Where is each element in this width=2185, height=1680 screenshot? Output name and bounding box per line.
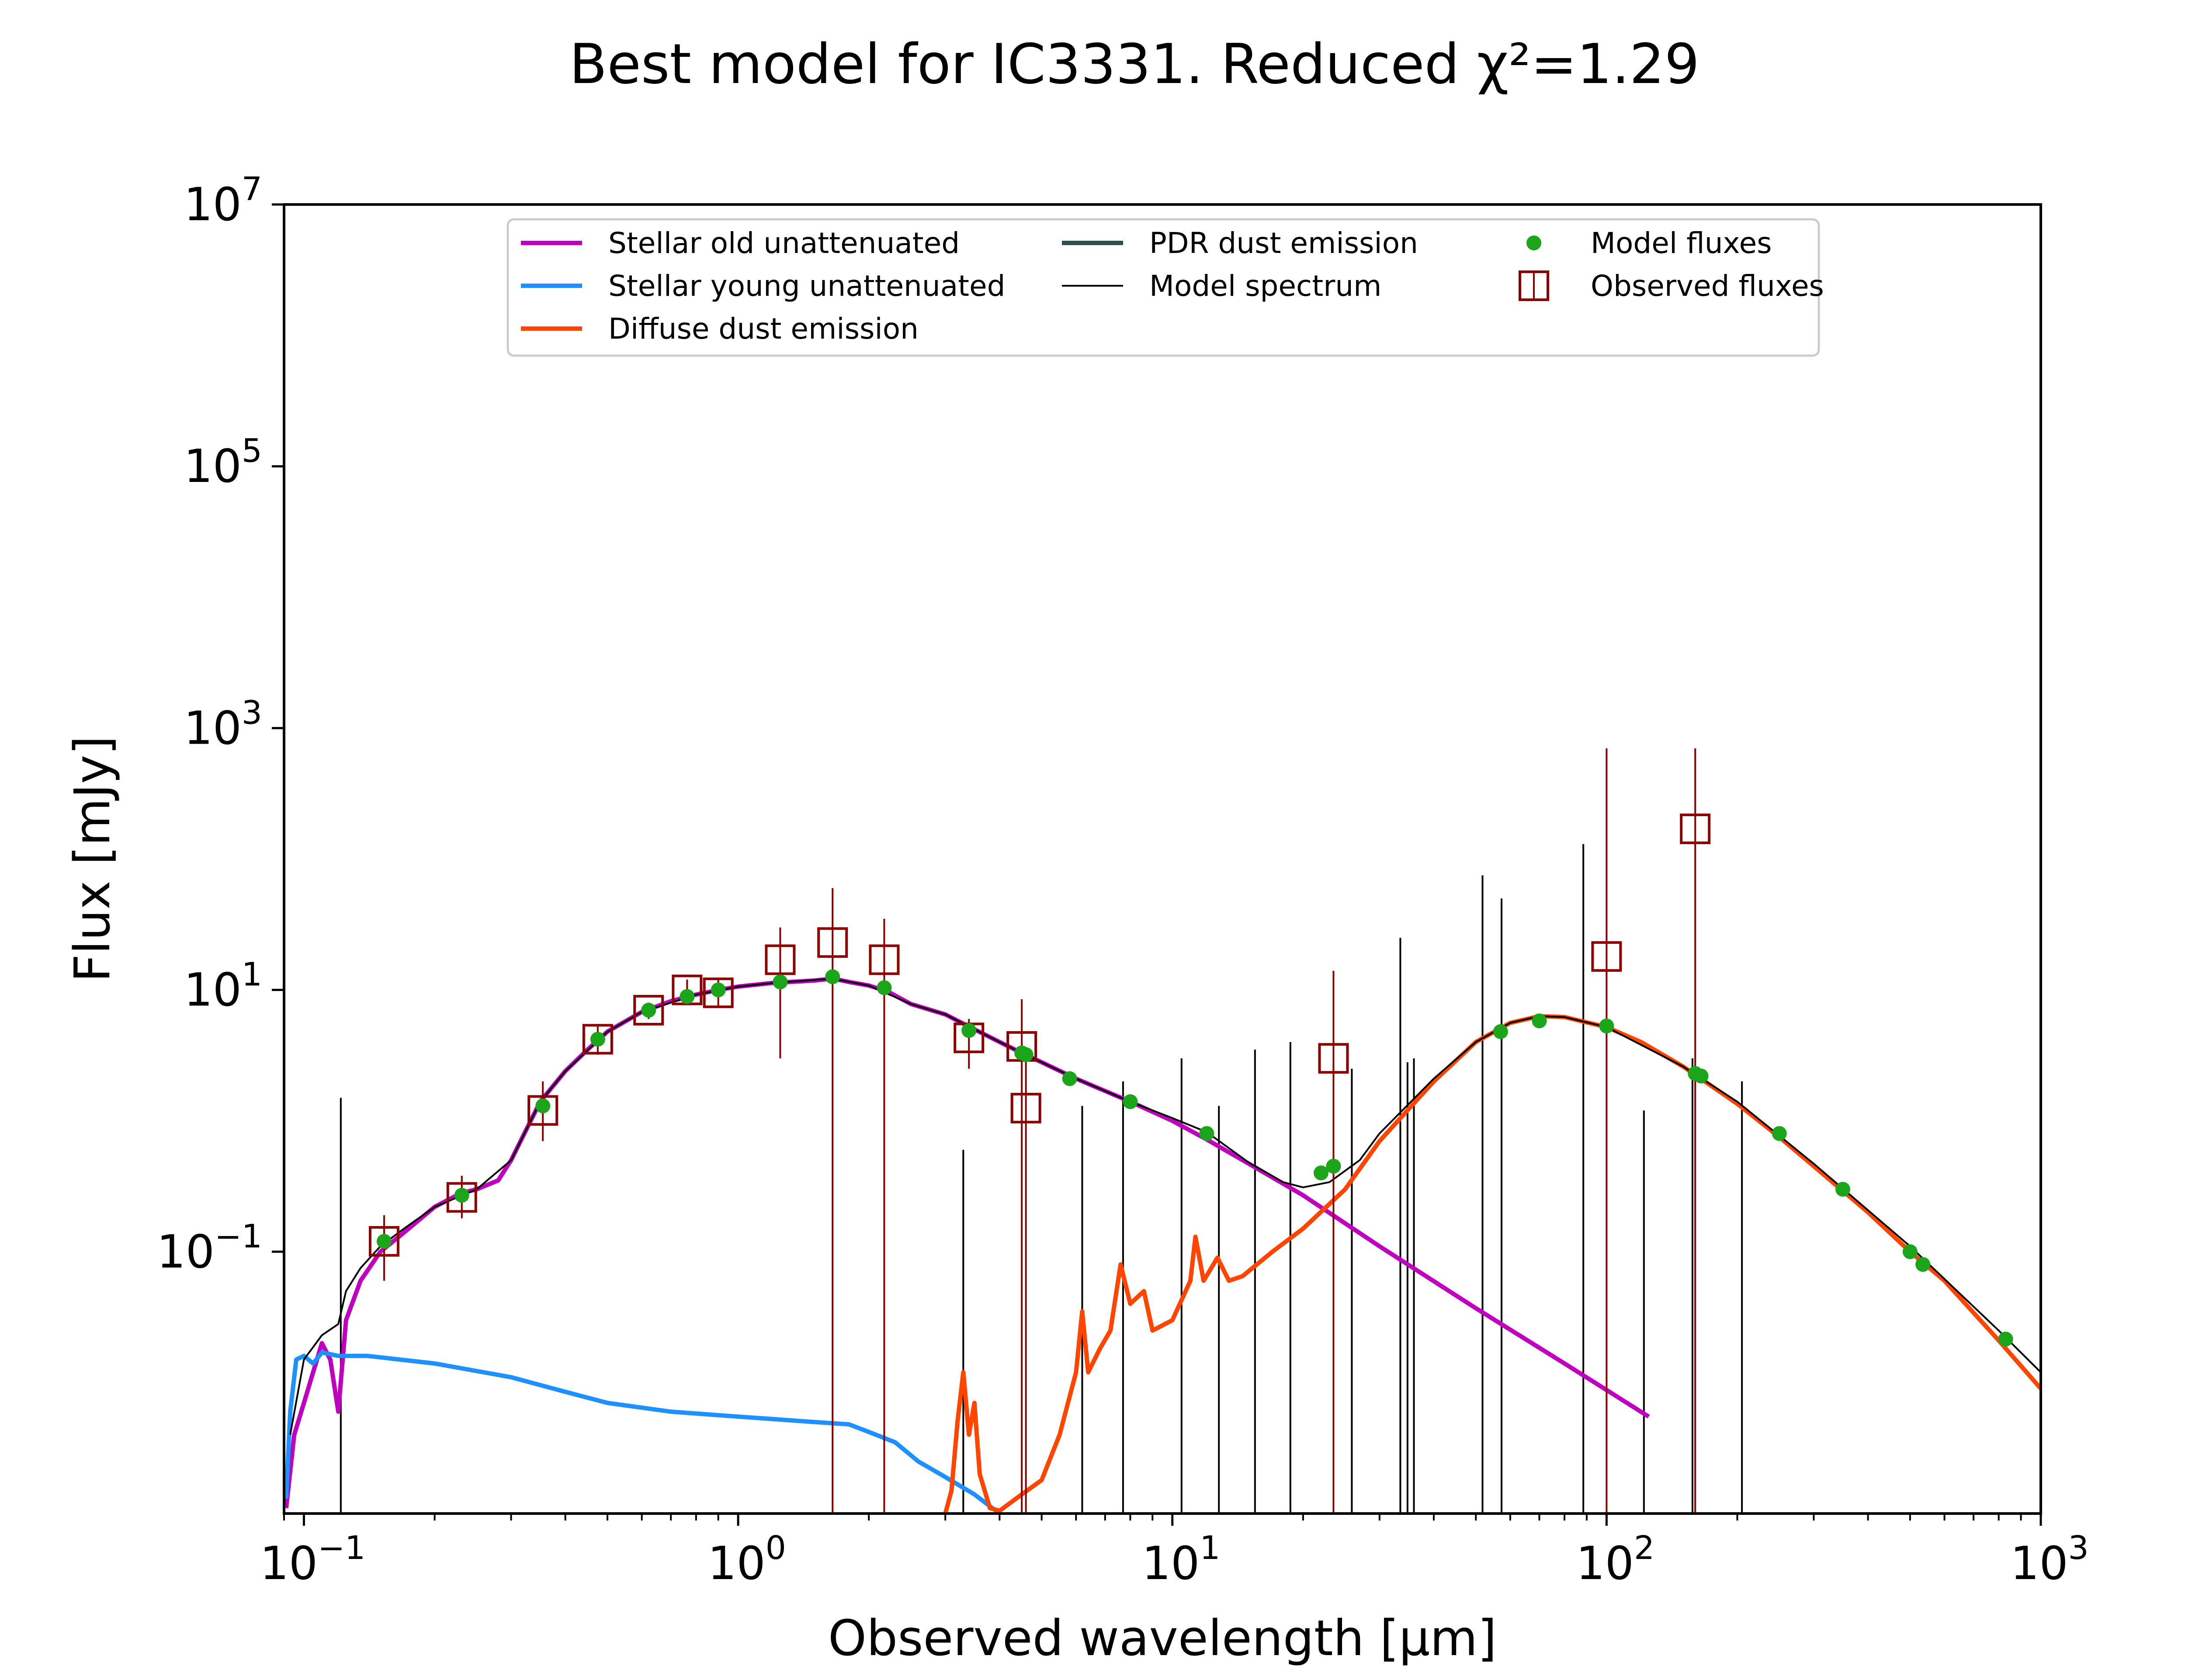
model-flux-point-17: [1313, 1165, 1328, 1181]
observed-flux-point-5: [633, 995, 664, 1026]
x-axis-label: Observed wavelength [μm]: [828, 1610, 1497, 1667]
y-tick-label: 105: [184, 432, 262, 493]
observed-flux-point-3: [527, 1095, 558, 1126]
legend-label: Model fluxes: [1591, 226, 1772, 260]
legend-item-observed-fluxes: Observed fluxes: [1519, 269, 1824, 303]
plot-frame: [283, 203, 2042, 1515]
model-flux-point-11: [961, 1023, 977, 1038]
x-tick-label: 102: [1576, 1529, 1654, 1590]
y-tick-label: 107: [184, 170, 262, 231]
legend-item-stellar-young-unattenuated: Stellar young unattenuated: [521, 269, 1006, 303]
x-tick-label: 10−1: [260, 1529, 365, 1590]
chart-title: Best model for IC3331. Reduced χ²=1.29: [569, 32, 1699, 96]
model-flux-point-5: [641, 1003, 656, 1018]
model-flux-point-20: [1532, 1013, 1547, 1029]
y-tick-label: 10−1: [157, 1218, 262, 1278]
y-tick-label: 103: [184, 694, 262, 755]
model-flux-point-8: [773, 974, 788, 990]
model-flux-point-13: [1018, 1047, 1034, 1062]
model-flux-point-9: [825, 969, 840, 984]
legend-swatch: [1526, 236, 1541, 250]
model-flux-point-26: [1902, 1244, 1918, 1259]
x-tick-label: 100: [708, 1529, 786, 1590]
model-flux-point-2: [454, 1188, 469, 1203]
model-flux-point-16: [1199, 1126, 1214, 1141]
observed-flux-point-7: [703, 977, 734, 1008]
model-flux-point-24: [1772, 1126, 1787, 1141]
x-axis-ticks: 10−1 100 101 102 103: [260, 1514, 2089, 1590]
legend-item-model-spectrum: Model spectrum: [1062, 269, 1381, 303]
x-tick-label: 103: [2010, 1529, 2088, 1590]
errorbar-layer: [383, 748, 1696, 1514]
marker-layer: [368, 813, 2013, 1347]
observed-flux-point-16: [1680, 813, 1711, 844]
model-flux-point-14: [1062, 1071, 1077, 1086]
legend-label: Observed fluxes: [1591, 269, 1824, 303]
y-tick-label: 101: [184, 956, 262, 1017]
legend-label: Diffuse dust emission: [608, 312, 919, 346]
model-flux-point-3: [535, 1098, 551, 1114]
legend-label: PDR dust emission: [1149, 226, 1418, 260]
observed-flux-point-4: [582, 1024, 613, 1055]
stellar-young-unattenuated-line: [284, 1350, 1001, 1514]
model-flux-point-25: [1835, 1181, 1850, 1197]
observed-flux-point-8: [765, 944, 796, 975]
observed-flux-point-10: [869, 944, 900, 975]
observed-flux-point-13: [1010, 1093, 1041, 1124]
model-flux-point-23: [1693, 1068, 1709, 1084]
legend-label: Model spectrum: [1149, 269, 1381, 303]
observed-flux-point-15: [1591, 941, 1622, 972]
model-flux-point-10: [877, 980, 892, 995]
model-flux-point-1: [376, 1234, 392, 1249]
model-flux-point-27: [1915, 1257, 1931, 1272]
legend-item-stellar-old-unattenuated: Stellar old unattenuated: [521, 226, 960, 260]
model-flux-point-21: [1599, 1018, 1614, 1034]
legend-item-diffuse-dust-emission: Diffuse dust emission: [521, 312, 919, 346]
legend-label: Stellar old unattenuated: [608, 226, 960, 260]
x-tick-label: 101: [1142, 1529, 1220, 1590]
legend-label: Stellar young unattenuated: [608, 269, 1006, 303]
model-flux-point-4: [590, 1032, 605, 1047]
y-axis-label: Flux [mJy]: [64, 736, 121, 982]
model-flux-point-7: [711, 982, 726, 998]
legend-item-pdr-dust-emission: PDR dust emission: [1062, 226, 1418, 260]
model-flux-point-28: [1998, 1331, 2013, 1347]
model-flux-point-19: [1493, 1024, 1508, 1039]
legend-item-model-fluxes: Model fluxes: [1526, 226, 1772, 260]
legend-box: [506, 218, 1820, 357]
model-flux-point-15: [1123, 1094, 1138, 1109]
observed-flux-point-9: [817, 927, 848, 958]
observed-flux-point-1: [368, 1226, 399, 1257]
model-flux-point-18: [1326, 1159, 1341, 1174]
legend: Stellar old unattenuated Stellar young un…: [506, 218, 1824, 357]
observed-flux-point-14: [1318, 1043, 1349, 1074]
model-flux-point-6: [680, 989, 695, 1004]
y-axis-ticks: 10−1 101 103 105 107: [157, 170, 284, 1278]
observed-flux-point-2: [446, 1182, 477, 1213]
